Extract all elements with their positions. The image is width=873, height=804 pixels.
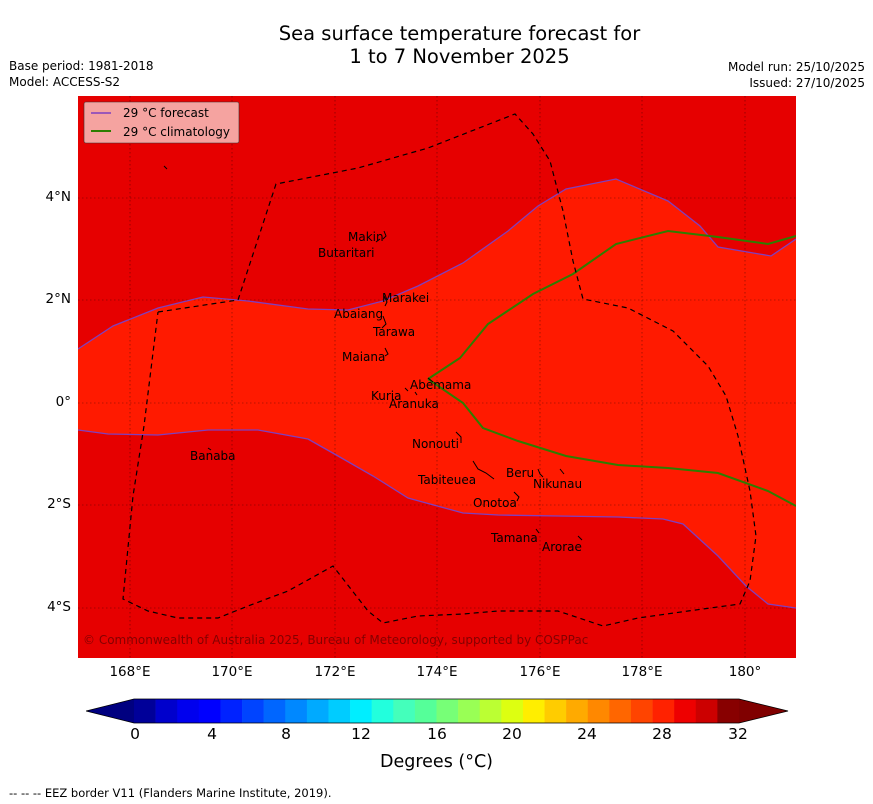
colorbar-tick-32: 32 bbox=[728, 725, 748, 743]
colorbar-swatch bbox=[328, 699, 351, 723]
colorbar bbox=[86, 698, 789, 724]
model-run: Model run: 25/10/2025 bbox=[727, 60, 865, 74]
colorbar-swatch bbox=[652, 699, 675, 723]
y-tick-0: 0° bbox=[55, 394, 71, 410]
x-tick-180: 180° bbox=[728, 664, 762, 680]
colorbar-outline bbox=[86, 698, 789, 724]
meta-right: Model run: 25/10/2025 Issued: 27/10/2025 bbox=[728, 59, 865, 91]
colorbar-tick-16: 16 bbox=[427, 725, 447, 743]
island-label-aranuka: Aranuka bbox=[389, 397, 439, 411]
colorbar-label: Degrees (°C) bbox=[380, 752, 493, 772]
colorbar-swatch bbox=[717, 699, 740, 723]
x-tick-176e: 176°E bbox=[519, 664, 561, 680]
footer-note: -- -- -- EEZ border V11 (Flanders Marine… bbox=[9, 786, 332, 800]
island-label-kuria: Kuria bbox=[371, 389, 402, 403]
copyright-notice: © Commonwealth of Australia 2025, Bureau… bbox=[83, 633, 588, 647]
colorbar-swatch bbox=[695, 699, 718, 723]
colorbar-swatch bbox=[285, 699, 308, 723]
colorbar-swatch bbox=[501, 699, 524, 723]
island-label-tabiteuea: Tabiteuea bbox=[417, 473, 476, 487]
issued-date: Issued: 27/10/2025 bbox=[749, 76, 865, 90]
island-labels: Makin Butaritari Marakei Abaiang Tarawa … bbox=[190, 230, 582, 554]
colorbar-swatch bbox=[414, 699, 437, 723]
island-shapes bbox=[163, 165, 583, 541]
island-label-nonouti: Nonouti bbox=[412, 437, 459, 451]
island-label-makin: Makin bbox=[348, 230, 384, 244]
colorbar-swatch bbox=[306, 699, 329, 723]
island-label-butaritari: Butaritari bbox=[318, 246, 375, 260]
colorbar-swatch bbox=[674, 699, 697, 723]
meta-left: Base period: 1981-2018 Model: ACCESS-S2 bbox=[9, 58, 154, 90]
colorbar-swatch bbox=[609, 699, 632, 723]
y-tick-4s: 4°S bbox=[47, 599, 71, 615]
colorbar-tick-8: 8 bbox=[281, 725, 291, 743]
title-line-1: Sea surface temperature forecast for bbox=[278, 22, 641, 45]
legend-climatology: 29 °C climatology bbox=[123, 125, 230, 139]
colorbar-swatch bbox=[566, 699, 589, 723]
map-legend: 29 °C forecast 29 °C climatology bbox=[83, 101, 240, 144]
island-label-arorae: Arorae bbox=[542, 540, 582, 554]
colorbar-swatch bbox=[630, 699, 653, 723]
colorbar-swatch bbox=[198, 699, 221, 723]
island-label-maiana: Maiana bbox=[342, 350, 385, 364]
legend-forecast: 29 °C forecast bbox=[123, 106, 209, 120]
island-label-tamana: Tamana bbox=[490, 531, 538, 545]
island-label-abaiang: Abaiang bbox=[334, 307, 383, 321]
colorbar-swatch bbox=[134, 699, 156, 723]
climatology-contour-south bbox=[427, 378, 796, 507]
colorbar-swatch bbox=[177, 699, 200, 723]
y-tick-2n: 2°N bbox=[45, 291, 71, 307]
colorbar-swatch bbox=[458, 699, 481, 723]
colorbar-swatch bbox=[393, 699, 416, 723]
title-line-2: 1 to 7 November 2025 bbox=[349, 45, 570, 68]
colorbar-tick-20: 20 bbox=[502, 725, 522, 743]
model-name: Model: ACCESS-S2 bbox=[9, 75, 121, 89]
colorbar-swatch bbox=[544, 699, 567, 723]
island-label-banaba: Banaba bbox=[190, 449, 236, 463]
colorbar-swatch bbox=[587, 699, 610, 723]
climatology-contour bbox=[427, 229, 796, 380]
y-tick-2s: 2°S bbox=[47, 496, 71, 512]
colorbar-swatch bbox=[155, 699, 178, 723]
colorbar-swatch bbox=[522, 699, 545, 723]
forecast-contour-north bbox=[78, 178, 796, 350]
colorbar-swatch bbox=[350, 699, 372, 723]
island-label-beru: Beru bbox=[506, 466, 534, 480]
sst-map: Makin Butaritari Marakei Abaiang Tarawa … bbox=[78, 96, 796, 658]
colorbar-tick-4: 4 bbox=[207, 725, 217, 743]
colorbar-tick-0: 0 bbox=[130, 725, 140, 743]
island-label-onotoa: Onotoa bbox=[473, 496, 517, 510]
x-tick-168e: 168°E bbox=[109, 664, 151, 680]
x-tick-170e: 170°E bbox=[211, 664, 253, 680]
map-title: Sea surface temperature forecast for 1 t… bbox=[0, 22, 873, 68]
x-tick-172e: 172°E bbox=[314, 664, 356, 680]
base-period: Base period: 1981-2018 bbox=[9, 59, 154, 73]
colorbar-over-arrow bbox=[739, 699, 788, 723]
island-label-tarawa: Tarawa bbox=[372, 325, 415, 339]
graticule bbox=[78, 96, 796, 658]
colorbar-tick-24: 24 bbox=[577, 725, 597, 743]
y-tick-4n: 4°N bbox=[45, 189, 71, 205]
colorbar-swatch bbox=[436, 699, 459, 723]
colorbar-swatch bbox=[263, 699, 286, 723]
colorbar-swatch bbox=[220, 699, 243, 723]
colorbar-tick-12: 12 bbox=[351, 725, 371, 743]
colorbar-swatch bbox=[371, 699, 394, 723]
colorbar-swatch bbox=[479, 699, 502, 723]
colorbar-tick-28: 28 bbox=[652, 725, 672, 743]
eez-borders bbox=[122, 113, 757, 627]
colorbar-under-arrow bbox=[86, 699, 134, 723]
x-tick-178e: 178°E bbox=[621, 664, 663, 680]
forecast-contour-south bbox=[78, 429, 796, 609]
colorbar-swatch bbox=[242, 699, 264, 723]
x-tick-174e: 174°E bbox=[416, 664, 458, 680]
island-label-abemama: Abemama bbox=[410, 378, 471, 392]
island-label-marakei: Marakei bbox=[382, 291, 429, 305]
island-label-nikunau: Nikunau bbox=[533, 477, 582, 491]
